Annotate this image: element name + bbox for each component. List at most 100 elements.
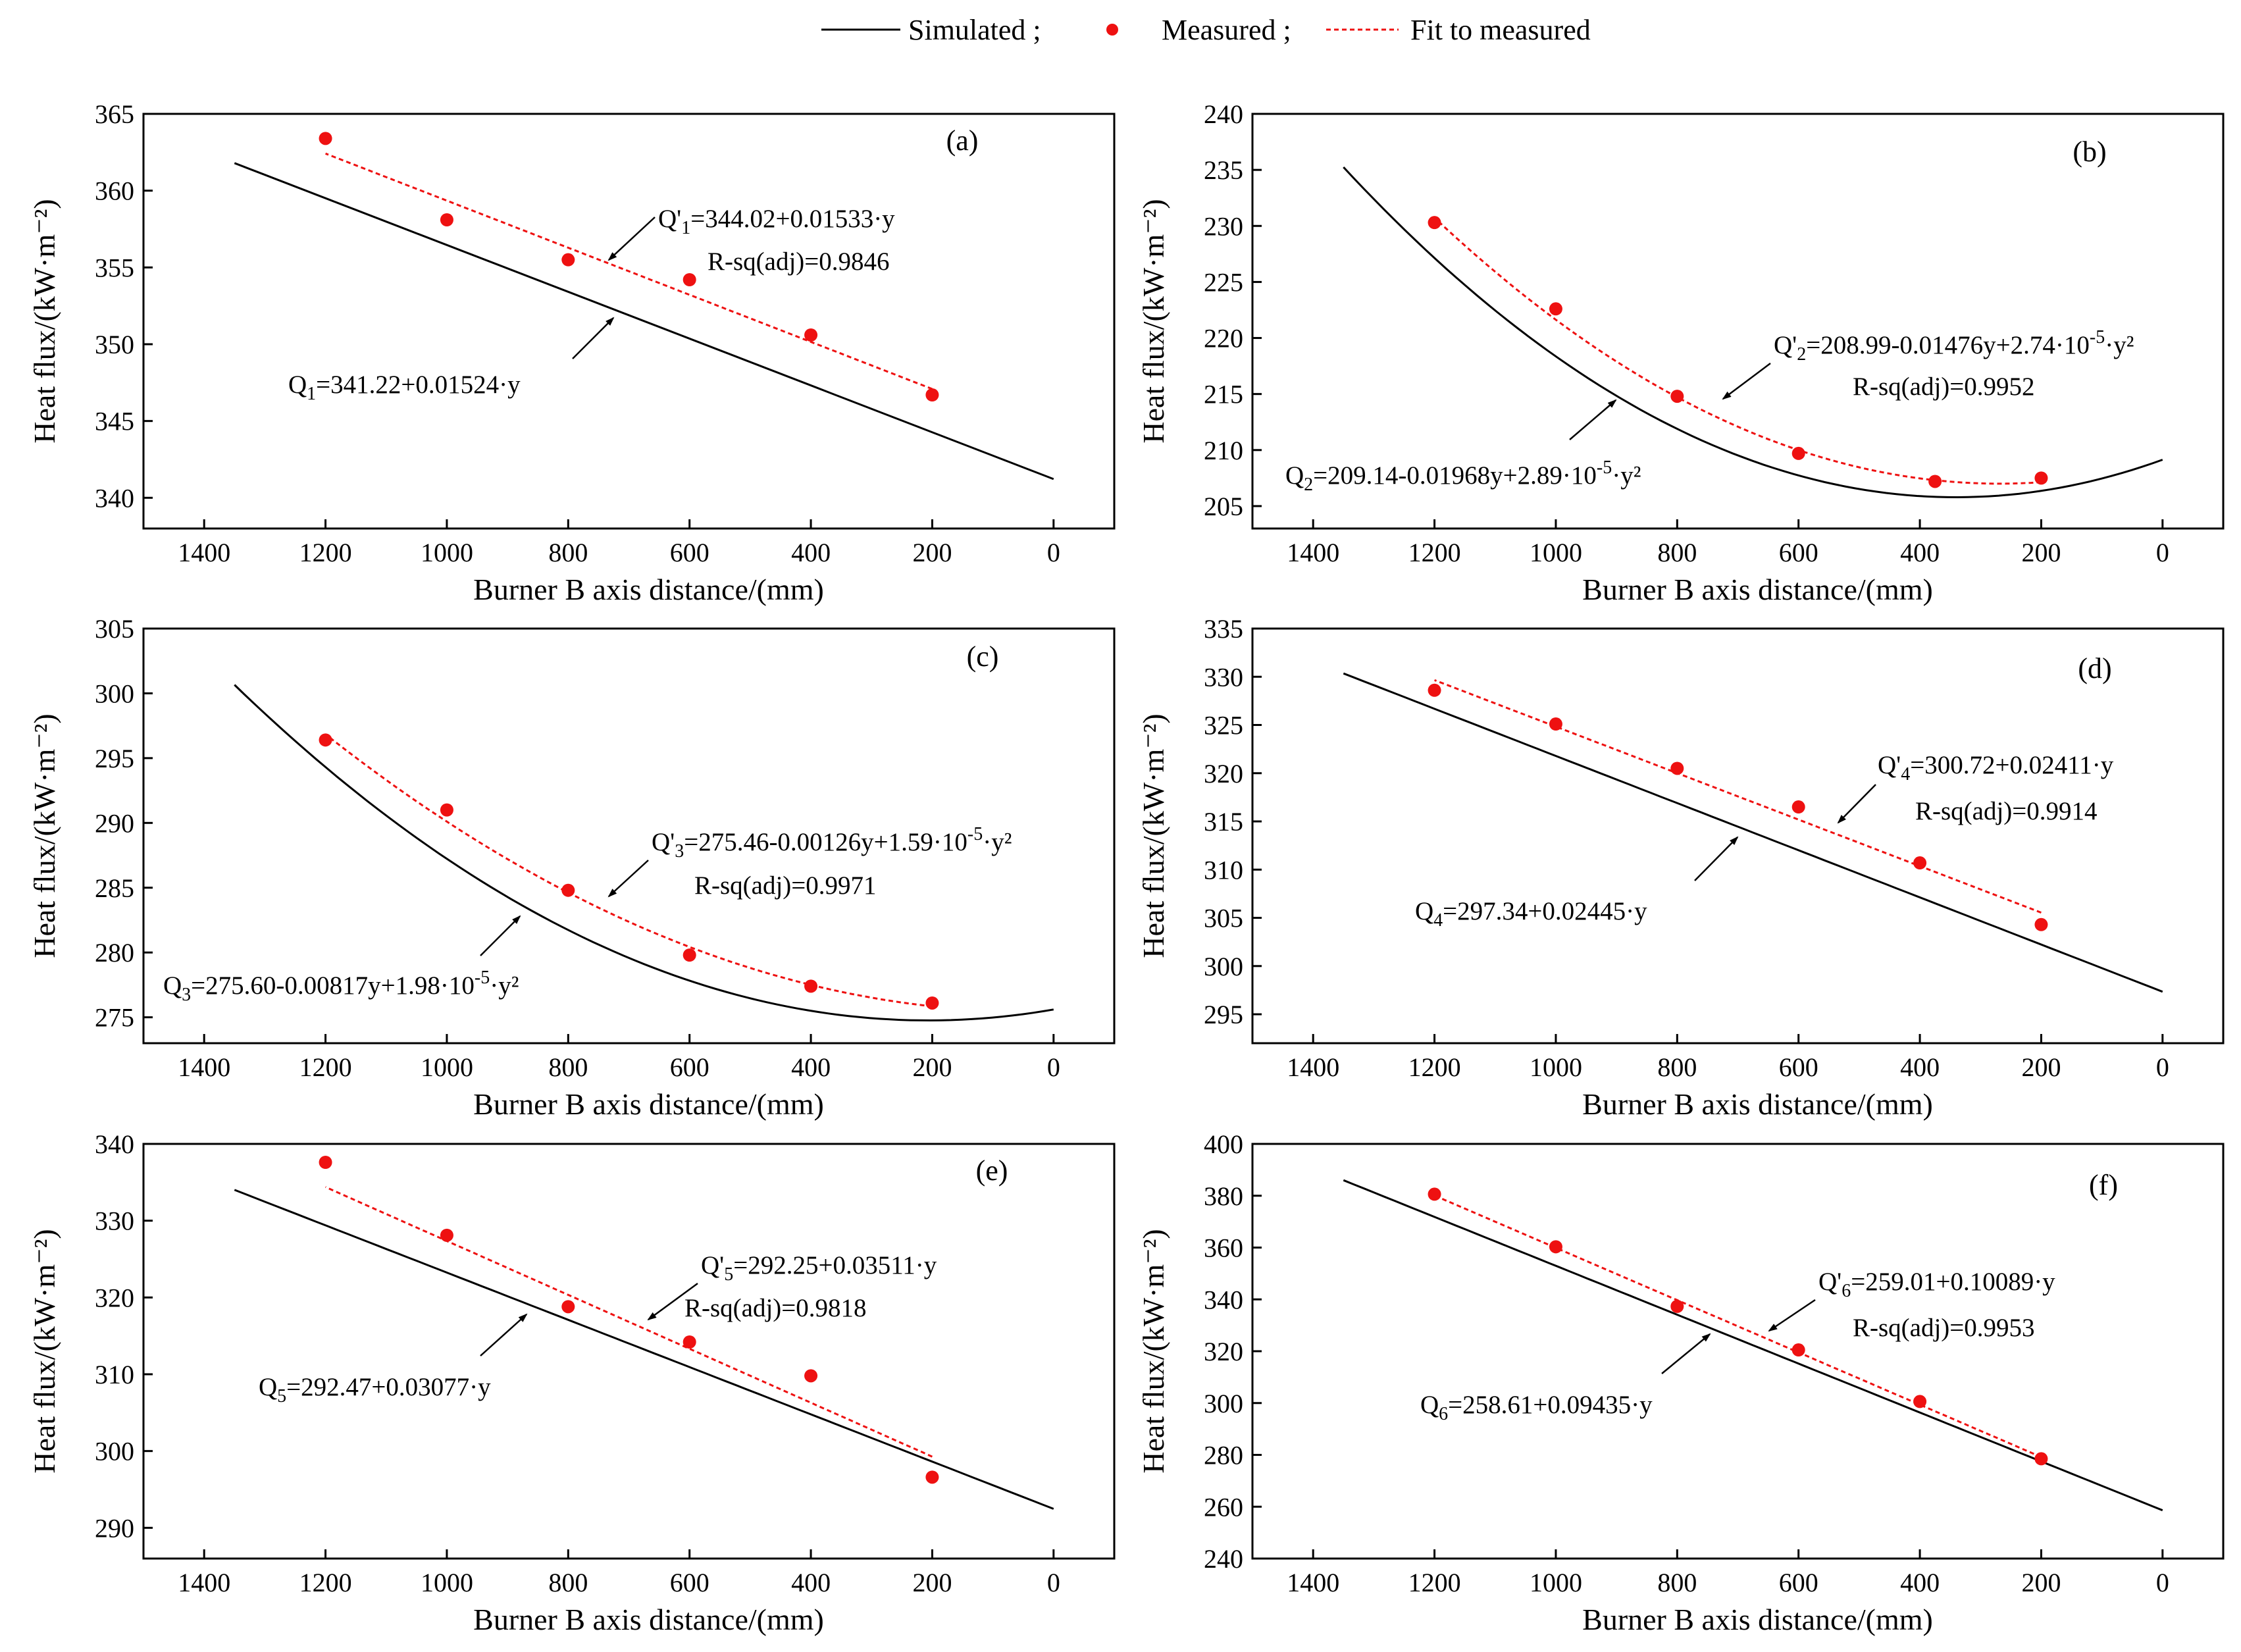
x-tick-label: 200 <box>2021 1568 2061 1597</box>
y-tick-label: 220 <box>1204 324 1243 353</box>
x-tick-label: 400 <box>1900 1568 1940 1597</box>
y-tick-label: 340 <box>1204 1285 1243 1314</box>
measured-point <box>1791 800 1805 814</box>
legend-measured-label: Measured ; <box>1162 14 1291 46</box>
simulated-curve <box>234 1189 1054 1510</box>
plot-frame <box>142 1143 1116 1560</box>
y-tick-label: 340 <box>95 1129 134 1159</box>
y-tick-label: 400 <box>1204 1129 1243 1159</box>
x-tick-label: 600 <box>670 1568 709 1597</box>
x-tick-label: 400 <box>791 538 831 567</box>
measured-point <box>319 1156 332 1169</box>
fit-equation: Q'4=300.72+0.02411·y <box>1878 751 2114 785</box>
y-tick-label: 235 <box>1204 155 1243 185</box>
panel-label: (a) <box>946 124 979 157</box>
panel-label: (d) <box>2078 652 2111 684</box>
measured-point <box>804 328 818 342</box>
measured-point <box>1428 683 1441 697</box>
y-tick-label: 260 <box>1204 1492 1243 1522</box>
panel-6: 1400 1200 1000 800 600 400 200 0 240 260 280 300 320… <box>1137 1129 2225 1636</box>
simulated-arrow <box>480 915 521 956</box>
fit-curve <box>1434 679 2042 914</box>
x-axis-label: Burner B axis distance/(mm) <box>473 573 824 606</box>
measured-point <box>1549 717 1562 731</box>
simulated-curve <box>1343 672 2163 993</box>
y-tick-label: 330 <box>95 1206 134 1236</box>
y-tick-label: 285 <box>95 873 134 903</box>
fit-arrow <box>607 860 649 898</box>
fit-equation: Q'5=292.25+0.03511·y <box>701 1251 937 1285</box>
x-tick-label: 1200 <box>299 1568 352 1597</box>
y-tick-label: 225 <box>1204 267 1243 297</box>
panel-label: (e) <box>976 1154 1008 1187</box>
measured-point <box>440 213 453 226</box>
legend-simulated-label: Simulated ; <box>908 14 1041 46</box>
x-tick-label: 1400 <box>1287 538 1339 567</box>
y-tick-label: 305 <box>1204 904 1243 933</box>
fit-curve <box>324 733 933 1008</box>
y-tick-label: 320 <box>1204 1337 1243 1366</box>
x-tick-label: 1400 <box>178 1568 230 1597</box>
x-tick-label: 400 <box>791 1052 831 1082</box>
plot-frame <box>142 113 1116 530</box>
measured-point <box>1791 1343 1805 1357</box>
measured-point <box>319 132 332 145</box>
y-tick-label: 340 <box>95 483 134 513</box>
y-tick-label: 350 <box>95 330 134 359</box>
y-tick-label: 365 <box>95 99 134 129</box>
y-tick-label: 330 <box>1204 662 1243 692</box>
fit-rsq: R-sq(adj)=0.9952 <box>1853 373 2035 401</box>
measured-point <box>1549 302 1562 316</box>
x-tick-label: 1000 <box>421 1568 473 1597</box>
x-tick-label: 1400 <box>1287 1052 1339 1082</box>
x-tick-label: 0 <box>1047 538 1060 567</box>
plot-frame <box>1251 627 2225 1045</box>
fit-rsq: R-sq(adj)=0.9971 <box>694 871 877 900</box>
x-axis-label: Burner B axis distance/(mm) <box>1582 1087 1933 1121</box>
y-tick-label: 355 <box>95 253 134 282</box>
fit-rsq: R-sq(adj)=0.9846 <box>708 247 890 276</box>
x-tick-label: 1000 <box>1530 1052 1582 1082</box>
y-tick-label: 300 <box>1204 952 1243 981</box>
fit-arrow <box>1722 363 1771 400</box>
simulated-arrow <box>1661 1333 1711 1374</box>
x-tick-label: 1200 <box>299 1052 352 1082</box>
y-tick-label: 230 <box>1204 211 1243 241</box>
y-tick-label: 210 <box>1204 436 1243 465</box>
measured-point <box>2034 1452 2048 1466</box>
panel-label: (c) <box>967 640 999 673</box>
y-axis-label: Heat flux/(kW·m⁻²) <box>1137 713 1170 958</box>
y-tick-label: 280 <box>1204 1441 1243 1470</box>
y-tick-label: 305 <box>95 614 134 644</box>
x-tick-label: 800 <box>1657 1052 1697 1082</box>
y-axis-label: Heat flux/(kW·m⁻²) <box>28 1229 61 1473</box>
measured-point <box>683 273 696 286</box>
fit-arrow <box>1768 1299 1816 1332</box>
y-axis-label: Heat flux/(kW·m⁻²) <box>28 713 61 958</box>
y-tick-label: 280 <box>95 938 134 968</box>
x-tick-label: 1400 <box>1287 1568 1339 1597</box>
simulated-equation: Q2=209.14-0.01968y+2.89·10-5·y² <box>1285 457 1641 495</box>
measured-point <box>683 948 696 962</box>
x-tick-label: 200 <box>912 538 952 567</box>
measured-point <box>2034 917 2048 931</box>
y-tick-label: 310 <box>1204 855 1243 885</box>
simulated-equation: Q6=258.61+0.09435·y <box>1420 1391 1653 1424</box>
x-tick-label: 800 <box>548 538 588 567</box>
y-tick-label: 320 <box>1204 759 1243 788</box>
fit-rsq: R-sq(adj)=0.9818 <box>684 1294 867 1322</box>
panel-3: 1400 1200 1000 800 600 400 200 0 275 280 285 290 295… <box>28 614 1116 1121</box>
measured-point <box>561 883 575 897</box>
simulated-equation: Q3=275.60-0.00817y+1.98·10-5·y² <box>163 968 519 1005</box>
measured-point <box>1428 1187 1441 1201</box>
x-tick-label: 800 <box>548 1052 588 1082</box>
fit-equation: Q'2=208.99-0.01476y+2.74·10-5·y² <box>1774 327 2134 365</box>
panel-label: (f) <box>2089 1169 2118 1201</box>
x-tick-label: 800 <box>548 1568 588 1597</box>
x-tick-label: 800 <box>1657 1568 1697 1597</box>
x-axis-label: Burner B axis distance/(mm) <box>473 1087 824 1121</box>
measured-point <box>1670 1299 1684 1313</box>
simulated-curve <box>1343 1179 2163 1512</box>
x-tick-label: 200 <box>2021 538 2061 567</box>
